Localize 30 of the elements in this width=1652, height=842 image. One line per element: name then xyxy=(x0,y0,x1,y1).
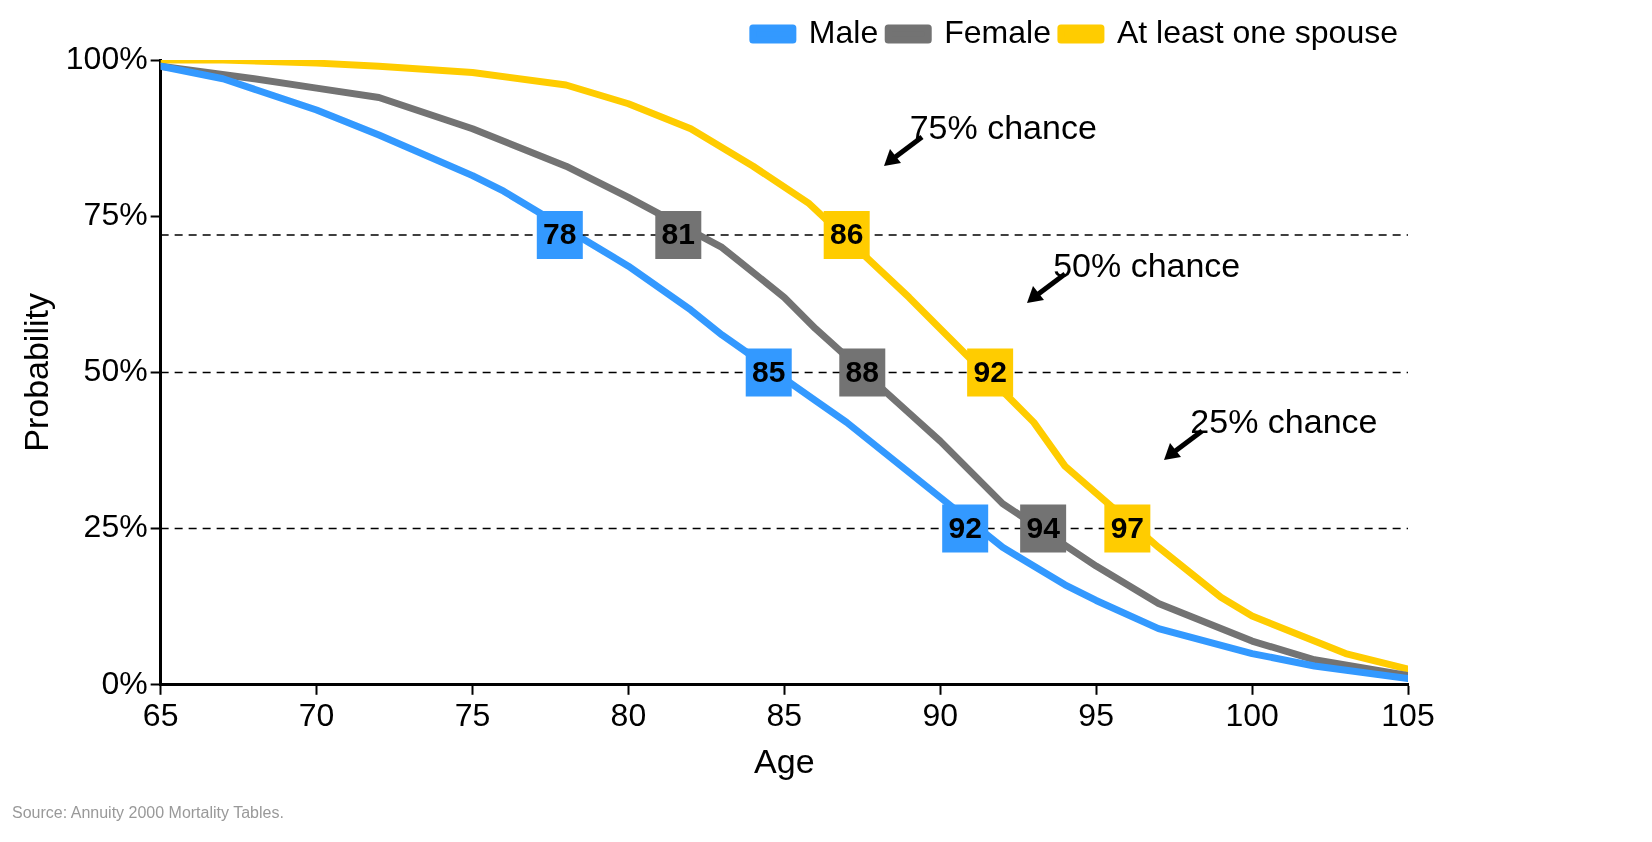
annotation: 78 xyxy=(543,217,577,251)
x-tick-label: 75 xyxy=(454,696,491,733)
annotation: 81 xyxy=(661,217,695,251)
x-tick-label: 100 xyxy=(1225,696,1279,733)
x-tick-label: 90 xyxy=(922,696,959,733)
y-tick-label: 50% xyxy=(83,352,148,389)
annotation: 97 xyxy=(1110,510,1145,544)
annotation: 25% chance xyxy=(1190,401,1378,440)
legend-label: Female xyxy=(944,13,1051,50)
x-tick-label: 85 xyxy=(766,696,803,733)
annotation: 86 xyxy=(830,217,864,251)
annotation: 92 xyxy=(948,510,982,544)
x-tick-label: 105 xyxy=(1381,696,1435,733)
x-axis-title: Age xyxy=(754,741,815,780)
annotation: 75% chance xyxy=(909,108,1097,147)
annotation: 50% chance xyxy=(1053,245,1241,284)
annotation: 88 xyxy=(845,354,879,388)
y-tick-label: 75% xyxy=(83,196,148,233)
annotation: 92 xyxy=(973,354,1007,388)
y-tick-label: 25% xyxy=(83,508,148,545)
y-tick-label: 100% xyxy=(65,39,148,76)
legend-label: Male xyxy=(808,13,879,50)
x-tick-label: 80 xyxy=(610,696,647,733)
annotation: 94 xyxy=(1026,510,1061,544)
annotation: 85 xyxy=(752,354,786,388)
legend-label: At least one spouse xyxy=(1116,13,1398,50)
x-tick-label: 70 xyxy=(298,696,335,733)
y-axis-title: Probability xyxy=(16,293,55,452)
source-note: Source: Annuity 2000 Mortality Tables. xyxy=(12,804,284,822)
x-tick-label: 95 xyxy=(1078,696,1114,733)
